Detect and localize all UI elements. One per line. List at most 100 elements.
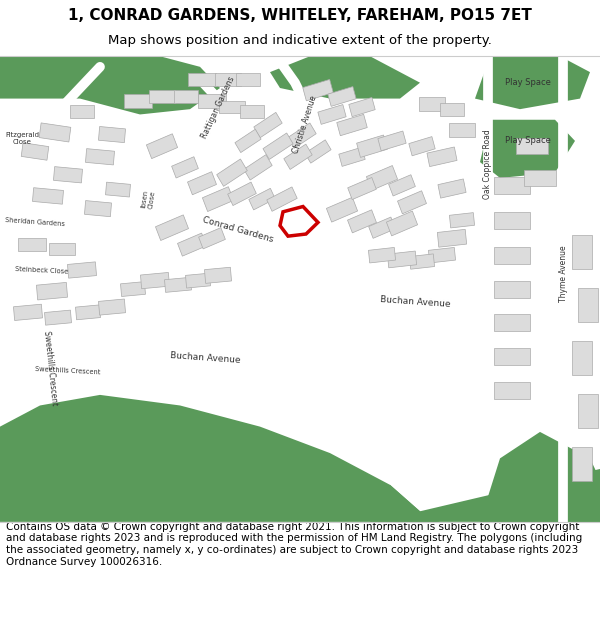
Text: Map shows position and indicative extent of the property.: Map shows position and indicative extent… <box>108 34 492 47</box>
Text: Sweethills Crescent: Sweethills Crescent <box>41 331 58 406</box>
Polygon shape <box>494 348 530 365</box>
Polygon shape <box>409 137 435 156</box>
Polygon shape <box>368 248 395 263</box>
Polygon shape <box>270 56 420 99</box>
Polygon shape <box>326 198 358 222</box>
Polygon shape <box>263 133 293 159</box>
Polygon shape <box>49 242 75 255</box>
Polygon shape <box>480 120 575 178</box>
Polygon shape <box>494 281 530 298</box>
Polygon shape <box>328 87 356 106</box>
Text: Rattigan Gardens: Rattigan Gardens <box>200 74 236 139</box>
Polygon shape <box>188 172 217 195</box>
Polygon shape <box>202 187 233 211</box>
Polygon shape <box>236 73 260 86</box>
Text: Sheridan Gardens: Sheridan Gardens <box>5 217 65 227</box>
Polygon shape <box>437 229 467 247</box>
Polygon shape <box>217 159 247 186</box>
Polygon shape <box>254 112 282 138</box>
Polygon shape <box>494 177 530 194</box>
Polygon shape <box>284 144 312 169</box>
Text: Play Space: Play Space <box>505 78 551 88</box>
Polygon shape <box>185 273 211 288</box>
Polygon shape <box>85 149 115 165</box>
Polygon shape <box>21 142 49 160</box>
Polygon shape <box>449 213 475 228</box>
Text: 1, CONRAD GARDENS, WHITELEY, FAREHAM, PO15 7ET: 1, CONRAD GARDENS, WHITELEY, FAREHAM, PO… <box>68 8 532 23</box>
Polygon shape <box>494 212 530 229</box>
Polygon shape <box>164 278 191 292</box>
Polygon shape <box>409 254 434 269</box>
Polygon shape <box>106 182 130 197</box>
Polygon shape <box>378 131 406 151</box>
Polygon shape <box>146 134 178 159</box>
Polygon shape <box>155 215 188 241</box>
Text: Christie Avenue: Christie Avenue <box>292 95 319 155</box>
Polygon shape <box>516 138 548 154</box>
Polygon shape <box>428 248 455 263</box>
Text: Conrad Gardens: Conrad Gardens <box>202 216 274 244</box>
Polygon shape <box>235 129 261 152</box>
Polygon shape <box>438 179 466 198</box>
Polygon shape <box>440 102 464 116</box>
Polygon shape <box>288 123 316 148</box>
Polygon shape <box>121 282 145 296</box>
Polygon shape <box>149 90 175 103</box>
Polygon shape <box>524 170 556 186</box>
Text: Contains OS data © Crown copyright and database right 2021. This information is : Contains OS data © Crown copyright and d… <box>6 522 582 567</box>
Polygon shape <box>0 56 220 114</box>
Polygon shape <box>347 177 376 199</box>
Polygon shape <box>388 251 416 268</box>
Polygon shape <box>70 105 94 118</box>
Polygon shape <box>205 268 232 283</box>
Polygon shape <box>0 395 440 522</box>
Polygon shape <box>32 188 64 204</box>
Text: Play Space: Play Space <box>505 136 551 146</box>
Polygon shape <box>53 167 83 183</box>
Polygon shape <box>140 272 170 289</box>
Polygon shape <box>347 210 376 233</box>
Polygon shape <box>39 123 71 142</box>
Polygon shape <box>356 135 388 158</box>
Polygon shape <box>244 155 272 180</box>
Polygon shape <box>494 382 530 399</box>
Polygon shape <box>475 56 590 109</box>
Polygon shape <box>240 105 264 118</box>
Polygon shape <box>67 262 97 278</box>
Polygon shape <box>419 97 445 111</box>
Polygon shape <box>85 201 112 217</box>
Text: Fitzgerald
Close: Fitzgerald Close <box>5 132 39 145</box>
Polygon shape <box>249 188 275 210</box>
Polygon shape <box>188 72 216 86</box>
Polygon shape <box>480 432 600 522</box>
Polygon shape <box>389 175 415 196</box>
Polygon shape <box>368 217 395 238</box>
Polygon shape <box>449 124 475 138</box>
Polygon shape <box>572 235 592 269</box>
Polygon shape <box>215 73 241 86</box>
Polygon shape <box>303 79 333 101</box>
Text: Thyme Avenue: Thyme Avenue <box>559 245 568 301</box>
Polygon shape <box>370 469 600 522</box>
Polygon shape <box>427 147 457 167</box>
Polygon shape <box>339 147 365 166</box>
Polygon shape <box>13 304 43 321</box>
Polygon shape <box>174 90 198 103</box>
Text: Sweethills Crescent: Sweethills Crescent <box>35 366 101 375</box>
Polygon shape <box>44 310 71 325</box>
Text: Ibsen
Close: Ibsen Close <box>140 189 156 209</box>
Polygon shape <box>227 182 256 206</box>
Polygon shape <box>572 447 592 481</box>
Text: Oak Coppice Road: Oak Coppice Road <box>484 129 493 199</box>
Polygon shape <box>578 394 598 428</box>
Polygon shape <box>178 233 206 256</box>
Polygon shape <box>98 299 125 315</box>
Polygon shape <box>124 94 152 108</box>
Polygon shape <box>386 211 418 236</box>
Polygon shape <box>337 114 367 136</box>
Polygon shape <box>267 187 297 211</box>
Polygon shape <box>367 166 398 191</box>
Polygon shape <box>305 140 331 163</box>
Polygon shape <box>76 305 100 320</box>
Polygon shape <box>199 228 226 249</box>
